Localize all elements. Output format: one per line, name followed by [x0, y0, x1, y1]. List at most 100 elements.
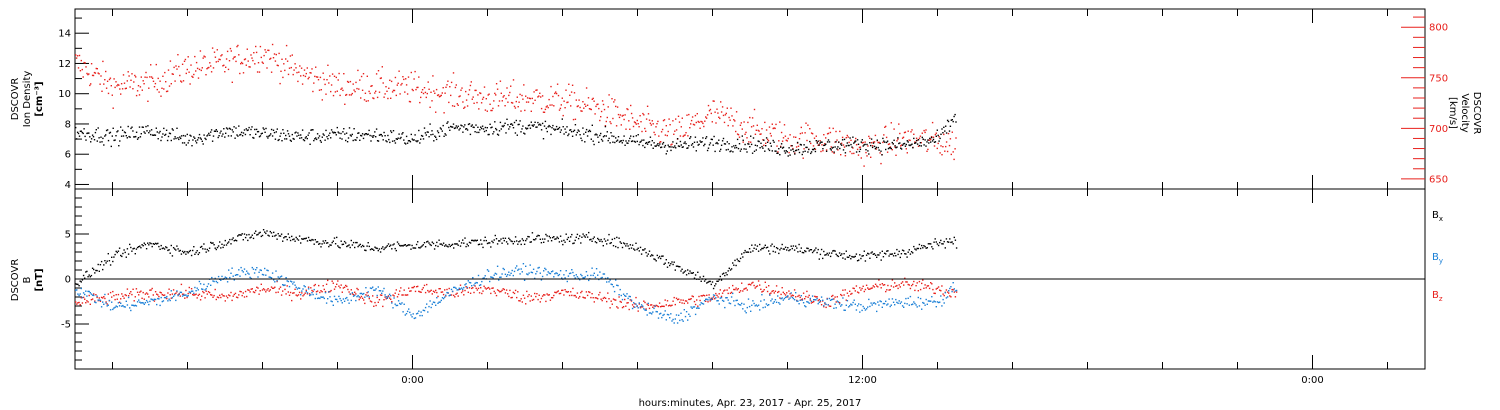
- bz-point: [343, 286, 346, 288]
- bz-point: [600, 298, 602, 300]
- bx-point: [883, 252, 886, 254]
- bz-point: [755, 286, 757, 288]
- density-point: [883, 140, 885, 142]
- velocity-point: [294, 63, 296, 65]
- by-point: [469, 282, 472, 284]
- by-point: [229, 276, 231, 279]
- bx-point: [903, 250, 905, 252]
- bx-point: [97, 263, 99, 266]
- density-point: [540, 124, 542, 126]
- by-point: [631, 307, 634, 310]
- bz-point: [440, 291, 442, 293]
- by-point: [778, 302, 780, 304]
- bz-point: [888, 289, 890, 291]
- density-point: [623, 135, 625, 137]
- bz-point: [296, 295, 298, 297]
- bx-point: [117, 250, 120, 252]
- density-point: [497, 134, 500, 136]
- by-point: [170, 290, 172, 292]
- bz-point: [370, 301, 373, 303]
- density-point: [453, 127, 456, 130]
- velocity-point: [204, 56, 206, 58]
- velocity-point: [899, 132, 901, 135]
- density-point: [269, 134, 271, 137]
- velocity-point: [765, 142, 767, 144]
- density-point: [516, 134, 518, 136]
- bz-point: [700, 295, 702, 297]
- density-point: [668, 146, 670, 148]
- density-point: [235, 127, 237, 129]
- bz-point: [357, 288, 359, 291]
- density-point: [354, 139, 356, 141]
- velocity-point: [540, 96, 542, 98]
- bx-point: [603, 238, 606, 240]
- by-point: [645, 309, 647, 311]
- velocity-point: [543, 111, 546, 113]
- bz-point: [556, 291, 558, 293]
- legend-entry-subscript: x: [1439, 215, 1443, 223]
- by-point: [351, 292, 354, 294]
- velocity-point: [692, 123, 695, 126]
- density-point: [181, 142, 184, 144]
- bx-point: [598, 238, 600, 241]
- by-point: [275, 270, 277, 272]
- bx-point: [940, 239, 942, 242]
- by-point: [252, 268, 255, 270]
- bx-point: [855, 253, 858, 255]
- bx-point: [377, 249, 379, 252]
- bx-point: [870, 252, 872, 254]
- density-point: [196, 139, 199, 141]
- velocity-point: [866, 155, 868, 157]
- bx-point: [906, 256, 908, 258]
- bz-point: [280, 294, 283, 296]
- by-point: [882, 302, 885, 305]
- velocity-point: [623, 118, 625, 121]
- bz-point: [666, 300, 669, 302]
- density-point: [450, 125, 452, 128]
- bx-point: [222, 246, 224, 249]
- density-point: [172, 129, 174, 131]
- bz-point: [423, 284, 426, 287]
- bz-point: [716, 294, 718, 297]
- density-point: [332, 132, 335, 134]
- by-point: [152, 299, 154, 301]
- bx-point: [897, 253, 899, 256]
- bz-point: [100, 296, 103, 299]
- density-point: [803, 144, 805, 146]
- density-point: [506, 118, 508, 120]
- bz-point: [727, 292, 729, 295]
- density-point: [268, 135, 270, 137]
- bx-point: [837, 255, 840, 258]
- density-point: [277, 139, 279, 142]
- bz-point: [913, 280, 915, 283]
- bz-point: [113, 294, 115, 297]
- density-point: [335, 134, 337, 136]
- bz-point: [871, 287, 873, 289]
- by-point: [419, 314, 421, 317]
- bz-point: [271, 287, 274, 289]
- velocity-point: [664, 134, 667, 136]
- by-point: [674, 318, 676, 320]
- bz-point: [738, 291, 741, 293]
- by-point: [311, 292, 313, 294]
- by-point: [136, 301, 139, 303]
- by-point: [897, 302, 899, 304]
- bx-point: [856, 260, 859, 262]
- bx-point: [849, 254, 851, 257]
- density-point: [519, 120, 521, 122]
- velocity-point: [464, 106, 466, 108]
- bx-point: [75, 283, 77, 285]
- bx-point: [567, 236, 570, 239]
- velocity-point: [471, 98, 473, 100]
- bz-point: [485, 288, 487, 290]
- velocity-point: [704, 120, 706, 122]
- bz-point: [843, 294, 845, 296]
- velocity-point: [817, 144, 819, 146]
- by-point: [480, 284, 482, 286]
- density-point: [110, 145, 112, 148]
- bx-point: [955, 247, 958, 249]
- bx-point: [359, 243, 361, 246]
- legend-entry-name: B: [1432, 290, 1439, 301]
- bz-point: [313, 284, 315, 287]
- by-point: [100, 306, 103, 308]
